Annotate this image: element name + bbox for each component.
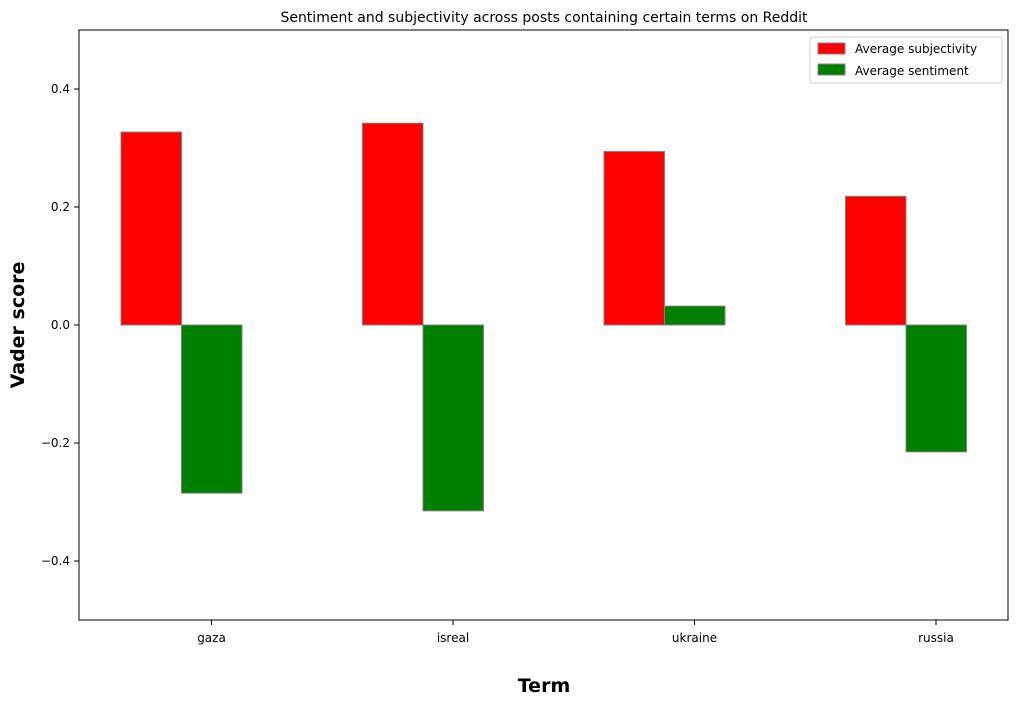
bar-subjectivity-russia xyxy=(845,195,907,326)
bars-layer xyxy=(120,122,967,512)
bar-subjectivity-gaza xyxy=(120,131,182,326)
y-tick-label: 0.4 xyxy=(51,82,70,96)
y-tick-label: −0.4 xyxy=(41,554,70,568)
bar-subjectivity-ukraine xyxy=(603,151,665,326)
y-axis: −0.4 −0.2 0.0 0.2 0.4 xyxy=(41,82,79,568)
bar-sentiment-ukraine xyxy=(664,305,726,326)
x-axis: gaza isreal ukraine russia xyxy=(197,620,954,645)
x-tick-label-gaza: gaza xyxy=(197,631,226,645)
bar-sentiment-gaza xyxy=(181,324,243,494)
x-tick-label-isreal: isreal xyxy=(437,631,469,645)
x-tick-label-russia: russia xyxy=(918,631,954,645)
bar-sentiment-isreal xyxy=(422,324,484,512)
chart-title: Sentiment and subjectivity across posts … xyxy=(280,10,808,26)
legend-swatch-subjectivity xyxy=(817,42,846,55)
legend-box xyxy=(809,36,1003,84)
y-tick-label: 0.0 xyxy=(51,318,70,332)
y-axis-label: Vader score xyxy=(7,262,29,389)
x-tick-label-ukraine: ukraine xyxy=(672,631,717,645)
legend-label-subjectivity: Average subjectivity xyxy=(855,42,977,56)
legend: Average subjectivity Average sentiment xyxy=(809,36,1003,84)
legend-label-sentiment: Average sentiment xyxy=(855,64,969,78)
bar-subjectivity-isreal xyxy=(362,122,424,326)
y-tick-label: 0.2 xyxy=(51,200,70,214)
plot-frame xyxy=(78,29,1009,621)
legend-swatch-sentiment xyxy=(817,63,846,76)
x-axis-label: Term xyxy=(518,675,571,697)
y-tick-label: −0.2 xyxy=(41,436,70,450)
bar-sentiment-russia xyxy=(905,324,967,453)
